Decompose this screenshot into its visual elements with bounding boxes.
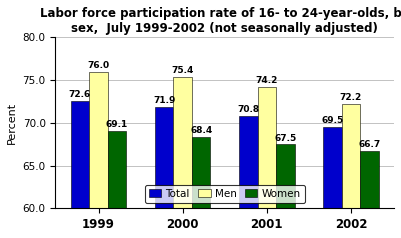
Text: 71.9: 71.9 — [153, 96, 175, 105]
Bar — [342, 104, 360, 238]
Text: 75.4: 75.4 — [172, 66, 194, 75]
Text: 67.5: 67.5 — [274, 134, 296, 143]
Title: Labor force participation rate of 16- to 24-year-olds, by
sex,  July 1999-2002 (: Labor force participation rate of 16- to… — [40, 7, 401, 35]
Text: 76.0: 76.0 — [87, 61, 109, 70]
Bar — [323, 127, 342, 238]
Bar — [239, 116, 257, 238]
Y-axis label: Percent: Percent — [7, 102, 17, 144]
Bar — [360, 151, 379, 238]
Bar — [192, 137, 211, 238]
Legend: Total, Men, Women: Total, Men, Women — [144, 185, 305, 203]
Text: 66.7: 66.7 — [358, 140, 381, 149]
Text: 74.2: 74.2 — [255, 76, 278, 85]
Text: 68.4: 68.4 — [190, 126, 212, 135]
Bar — [257, 87, 276, 238]
Bar — [108, 131, 126, 238]
Bar — [173, 77, 192, 238]
Bar — [155, 107, 173, 238]
Bar — [71, 101, 89, 238]
Text: 72.6: 72.6 — [69, 90, 91, 99]
Text: 69.5: 69.5 — [321, 116, 344, 125]
Text: 72.2: 72.2 — [340, 94, 362, 102]
Bar — [89, 72, 108, 238]
Text: 70.8: 70.8 — [237, 105, 259, 114]
Text: 69.1: 69.1 — [106, 120, 128, 129]
Bar — [276, 144, 294, 238]
